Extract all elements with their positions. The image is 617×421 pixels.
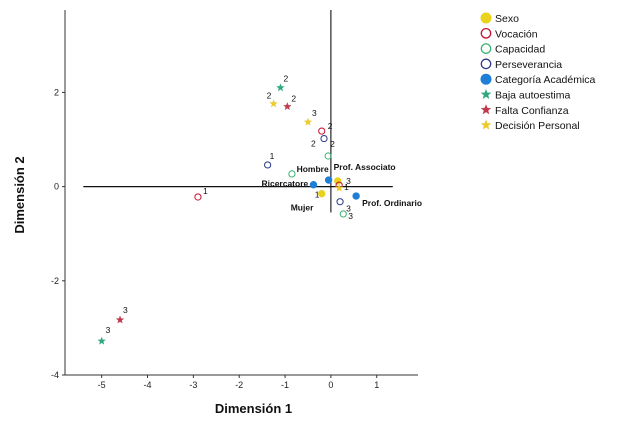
legend-label-baja-autoestima: Baja autoestima xyxy=(495,90,570,102)
point-falta-confianza xyxy=(115,315,125,324)
point-falta-confianza xyxy=(283,102,292,111)
point-label: 3 xyxy=(106,325,111,335)
y-tick-label: -4 xyxy=(51,370,59,380)
point-categoria-academica xyxy=(309,181,318,189)
x-tick-label: -3 xyxy=(189,380,197,390)
point-label: 3 xyxy=(348,211,353,221)
legend-label-vocacion: Vocación xyxy=(495,28,538,40)
point-label: 2 xyxy=(328,121,333,131)
point-categoria-academica xyxy=(324,176,333,184)
annotation-label: Mujer xyxy=(291,203,314,213)
point-label: 2 xyxy=(311,139,316,149)
legend-marker-capacidad xyxy=(480,43,492,54)
legend-marker-falta-confianza xyxy=(480,104,492,115)
point-label: 1 xyxy=(203,186,208,196)
point-capacidad xyxy=(324,152,332,160)
point-label: 2 xyxy=(267,91,272,101)
legend-marker-categoria-academica xyxy=(480,73,492,85)
x-tick-label: -2 xyxy=(235,380,243,390)
plot-area: -5 -4 -3 -2 -1 0 1 -4 -2 0 2 Dimensión 1 Dimensión 2… xyxy=(12,10,422,416)
point-perseverancia xyxy=(336,198,344,206)
x-tick-label: -1 xyxy=(281,380,289,390)
legend-label-falta-confianza: Falta Confianza xyxy=(495,105,569,117)
legend-label-perseverancia: Perseverancia xyxy=(495,59,562,71)
point-perseverancia xyxy=(320,134,328,143)
point-perseverancia xyxy=(264,161,272,169)
legend-marker-vocacion xyxy=(480,27,492,39)
legend-label-decision-personal: Decisión Personal xyxy=(495,120,580,132)
legend-marker-decision-personal xyxy=(480,119,492,130)
point-categoria-academica xyxy=(352,192,360,200)
legend-label-capacidad: Capacidad xyxy=(495,44,545,56)
point-label: 2 xyxy=(283,74,288,84)
point-label: 3 xyxy=(346,204,351,214)
legend-marker-baja-autoestima xyxy=(480,88,492,100)
x-tick-label: -5 xyxy=(98,380,106,390)
point-label: 3 xyxy=(346,176,351,186)
point-decision-personal xyxy=(269,99,278,108)
x-tick-label: 0 xyxy=(328,380,333,390)
point-decision-personal xyxy=(303,117,313,126)
point-vocacion xyxy=(318,127,326,135)
point-label: Prof. Associato xyxy=(334,162,396,172)
point-baja-autoestima xyxy=(97,336,106,345)
point-label: Ricercatore xyxy=(261,179,308,189)
point-label: 3 xyxy=(312,108,317,118)
point-label: 1 xyxy=(344,182,349,192)
legend-marker-perseverancia xyxy=(480,58,492,70)
point-vocacion xyxy=(194,193,202,201)
legend-label-categoria-academica: Categoría Académica xyxy=(495,74,596,86)
x-axis-title: Dimensión 1 xyxy=(215,401,292,416)
point-capacidad xyxy=(288,170,296,178)
point-label: 2 xyxy=(291,94,296,104)
legend-marker-sexo xyxy=(480,12,492,24)
y-tick-label: -2 xyxy=(51,276,59,286)
annotation-label: 1 xyxy=(315,190,320,200)
point-label: 2 xyxy=(330,139,335,149)
point-sexo xyxy=(318,189,326,198)
x-tick-label: -4 xyxy=(144,380,152,390)
point-label: Prof. Ordinario xyxy=(362,198,422,208)
point-capacidad xyxy=(339,210,347,218)
x-tick-label: 1 xyxy=(374,380,379,390)
y-axis-title: Dimensión 2 xyxy=(12,156,27,233)
legend: Sexo Vocación Capacidad Perseverancia Catego… xyxy=(480,12,596,132)
point-label: 1 xyxy=(270,151,275,161)
annotation-label: Hombre xyxy=(297,164,329,174)
point-label: 3 xyxy=(123,305,128,315)
legend-label-sexo: Sexo xyxy=(495,13,519,25)
point-sexo xyxy=(334,177,342,185)
point-decision-personal xyxy=(334,183,344,192)
point-baja-autoestima xyxy=(276,83,285,92)
y-tick-label: 2 xyxy=(54,87,59,97)
y-tick-label: 0 xyxy=(54,182,59,192)
